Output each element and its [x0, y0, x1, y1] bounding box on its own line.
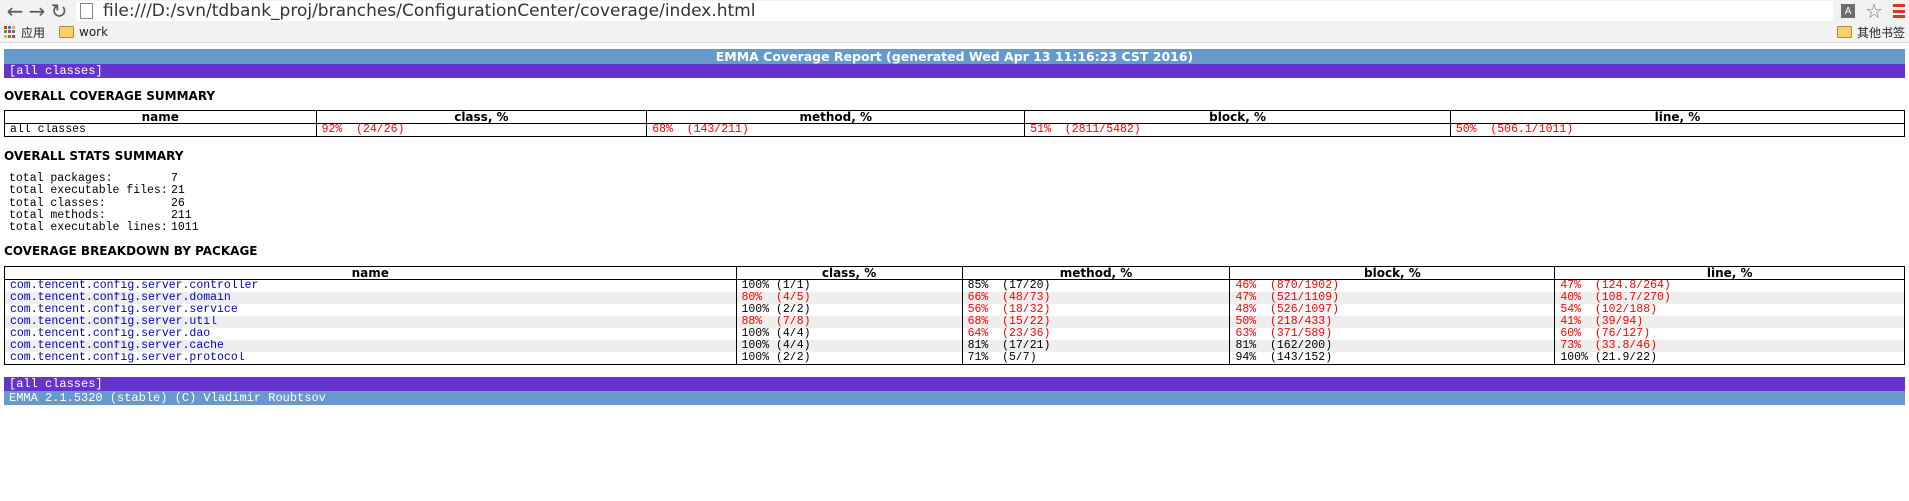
stat-row: total packages: 7: [9, 172, 178, 185]
package-method-cell: 68% (15/22): [961, 316, 1230, 329]
stat-row: total executable lines: 1011: [9, 221, 199, 235]
table-header-row: name class, % method, % block, % line, %: [4, 266, 1905, 281]
col-line: line, %: [1554, 266, 1905, 281]
package-block-cell: 47% (521/1109): [1229, 292, 1555, 305]
overall-block: 51% (2811/5482): [1024, 123, 1451, 137]
table-row: com.tencent.config.server.controller 100%…: [4, 279, 1905, 293]
package-name-link[interactable]: com.tencent.config.server.util: [4, 316, 736, 329]
package-class-cell: 100% (4/4): [735, 328, 963, 341]
col-method: method, %: [646, 110, 1025, 124]
stat-row: total executable files: 21: [9, 184, 185, 198]
package-block-cell: 50% (218/433): [1229, 316, 1555, 329]
overall-coverage-table: name class, % method, % block, % line, %…: [4, 110, 1905, 137]
package-method-cell: 81% (17/21): [961, 340, 1230, 353]
package-block-cell: 81% (162/200): [1229, 340, 1555, 353]
forward-arrow-icon[interactable]: →: [28, 0, 46, 23]
package-class-cell: 80% (4/5): [735, 292, 963, 305]
overall-name: all classes: [4, 123, 317, 137]
all-classes-top-bar: [all classes]: [4, 64, 1905, 78]
package-name-link[interactable]: com.tencent.config.server.protocol: [4, 352, 736, 365]
package-block-cell: 46% (870/1902): [1229, 279, 1555, 293]
package-name-link[interactable]: com.tencent.config.server.cache: [4, 340, 736, 353]
package-block-cell: 48% (526/1097): [1229, 304, 1555, 317]
folder-icon: [59, 26, 75, 38]
overall-class: 92% (24/26): [315, 123, 647, 137]
package-line-cell: 73% (33.8/46): [1554, 340, 1905, 353]
footer-bar: EMMA 2.1.5320 (stable) (C) Vladimir Roub…: [4, 391, 1905, 406]
package-line-cell: 40% (108.7/270): [1554, 292, 1905, 305]
table-row: com.tencent.config.server.cache 100% (4/4…: [4, 340, 1905, 353]
reload-icon[interactable]: ↻: [50, 0, 68, 23]
apps-icon: [4, 26, 16, 38]
col-line: line, %: [1449, 110, 1905, 124]
package-class-cell: 100% (2/2): [735, 304, 963, 317]
package-line-cell: 41% (39/94): [1554, 316, 1905, 329]
footer-text: EMMA 2.1.5320 (stable) (C) Vladimir Roub…: [9, 391, 326, 406]
all-classes-link[interactable]: [all classes]: [9, 64, 103, 78]
bookmark-apps[interactable]: 应用: [21, 25, 46, 40]
package-line-cell: 60% (76/127): [1554, 328, 1905, 341]
folder-icon: [1836, 26, 1852, 38]
package-method-cell: 85% (17/20): [961, 279, 1230, 293]
table-header-row: name class, % method, % block, % line, %: [4, 110, 1905, 124]
stat-row: total classes: 26: [9, 196, 185, 210]
breakdown-heading: COVERAGE BREAKDOWN BY PACKAGE: [4, 244, 258, 259]
bookmarks-bar: 应用 work 其他书签: [0, 22, 1909, 43]
stat-row: total methods: 211: [9, 208, 192, 222]
report-title: EMMA Coverage Report (generated Wed Apr …: [4, 49, 1905, 64]
address-bar[interactable]: file:///D:/svn/tdbank_proj/branches/Conf…: [76, 1, 1834, 21]
menu-icon[interactable]: [1893, 4, 1905, 18]
col-class: class, %: [735, 266, 963, 281]
table-row: all classes 92% (24/26) 68% (143/211) 51…: [4, 123, 1905, 137]
package-method-cell: 71% (5/7): [961, 352, 1230, 365]
table-row: com.tencent.config.server.dao 100% (4/4) 6…: [4, 328, 1905, 341]
overall-line: 50% (506.1/1011): [1449, 123, 1905, 137]
package-class-cell: 100% (4/4): [735, 340, 963, 353]
col-name: name: [4, 110, 317, 124]
package-block-cell: 94% (143/152): [1229, 352, 1555, 365]
table-row: com.tencent.config.server.protocol 100% (…: [4, 352, 1905, 365]
table-row: com.tencent.config.server.domain 80% (4/5…: [4, 292, 1905, 305]
package-method-cell: 64% (23/36): [961, 328, 1230, 341]
all-classes-bottom-bar: [all classes]: [4, 377, 1905, 392]
bookmark-work[interactable]: work: [79, 25, 109, 39]
col-block: block, %: [1024, 110, 1451, 124]
package-name-link[interactable]: com.tencent.config.server.controller: [4, 279, 736, 293]
bookmark-star-icon[interactable]: ☆: [1865, 0, 1883, 23]
page-icon: [80, 3, 93, 19]
stats-summary: total packages: 7 total executable files:…: [4, 172, 1905, 235]
report-page: EMMA Coverage Report (generated Wed Apr …: [0, 43, 1909, 406]
browser-toolbar: ← → ↻ file:///D:/svn/tdbank_proj/branche…: [0, 0, 1909, 23]
address-url: file:///D:/svn/tdbank_proj/branches/Conf…: [103, 1, 756, 21]
package-block-cell: 63% (371/589): [1229, 328, 1555, 341]
table-row: com.tencent.config.server.service 100% (2…: [4, 304, 1905, 317]
package-class-cell: 100% (2/2): [735, 352, 963, 365]
translate-icon[interactable]: A: [1841, 4, 1856, 18]
other-bookmarks[interactable]: 其他书签: [1856, 25, 1905, 40]
all-classes-link[interactable]: [all classes]: [9, 377, 103, 392]
package-breakdown-table: name class, % method, % block, % line, %…: [4, 266, 1905, 366]
overall-method: 68% (143/211): [646, 123, 1025, 137]
package-name-link[interactable]: com.tencent.config.server.service: [4, 304, 736, 317]
package-method-cell: 66% (48/73): [961, 292, 1230, 305]
col-method: method, %: [961, 266, 1230, 281]
package-method-cell: 56% (18/32): [961, 304, 1230, 317]
col-block: block, %: [1229, 266, 1555, 281]
col-class: class, %: [315, 110, 647, 124]
package-line-cell: 54% (102/188): [1554, 304, 1905, 317]
package-line-cell: 100% (21.9/22): [1554, 352, 1905, 365]
package-name-link[interactable]: com.tencent.config.server.dao: [4, 328, 736, 341]
package-class-cell: 100% (1/1): [735, 279, 963, 293]
overall-stats-heading: OVERALL STATS SUMMARY: [4, 149, 184, 163]
table-row: com.tencent.config.server.util 88% (7/8) 6…: [4, 316, 1905, 329]
back-arrow-icon[interactable]: ←: [6, 0, 24, 23]
col-name: name: [4, 266, 736, 281]
package-class-cell: 88% (7/8): [735, 316, 963, 329]
package-line-cell: 47% (124.8/264): [1554, 279, 1905, 293]
package-name-link[interactable]: com.tencent.config.server.domain: [4, 292, 736, 305]
overall-coverage-heading: OVERALL COVERAGE SUMMARY: [4, 89, 216, 103]
